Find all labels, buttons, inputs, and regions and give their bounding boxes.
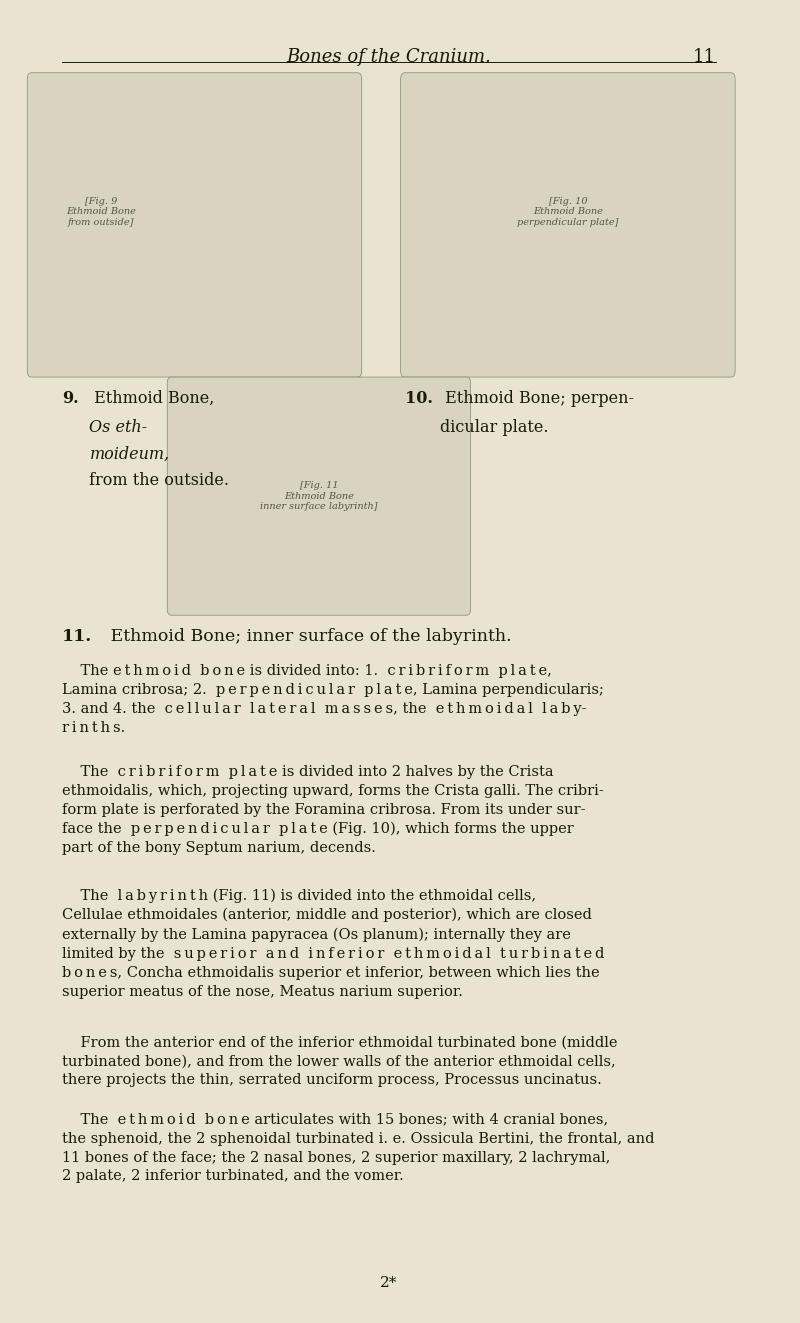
Text: Ethmoid Bone; inner surface of the labyrinth.: Ethmoid Bone; inner surface of the labyr…	[105, 628, 512, 646]
Text: Ethmoid Bone; perpen-: Ethmoid Bone; perpen-	[439, 390, 634, 407]
Text: dicular plate.: dicular plate.	[439, 419, 548, 437]
Text: Ethmoid Bone,: Ethmoid Bone,	[90, 390, 220, 407]
Text: moideum,: moideum,	[90, 446, 170, 463]
Text: The  e t h m o i d  b o n e articulates with 15 bones; with 4 cranial bones,
the: The e t h m o i d b o n e articulates wi…	[62, 1113, 654, 1184]
Text: [Fig. 11
Ethmoid Bone
inner surface labyrinth]: [Fig. 11 Ethmoid Bone inner surface laby…	[260, 482, 378, 511]
Text: [Fig. 9
Ethmoid Bone
from outside]: [Fig. 9 Ethmoid Bone from outside]	[66, 197, 136, 226]
Text: Bones of the Cranium.: Bones of the Cranium.	[286, 48, 491, 66]
Text: 10.: 10.	[405, 390, 432, 407]
Text: The  l a b y r i n t h (Fig. 11) is divided into the ethmoidal cells,
Cellulae e: The l a b y r i n t h (Fig. 11) is divid…	[62, 889, 605, 999]
Text: from the outside.: from the outside.	[90, 472, 230, 490]
Text: 9.: 9.	[62, 390, 79, 407]
FancyBboxPatch shape	[27, 73, 362, 377]
Text: From the anterior end of the inferior ethmoidal turbinated bone (middle
turbinat: From the anterior end of the inferior et…	[62, 1035, 618, 1088]
Text: 11.: 11.	[62, 628, 93, 646]
FancyBboxPatch shape	[167, 377, 470, 615]
Text: Os eth-: Os eth-	[90, 419, 147, 437]
Text: The e t h m o i d  b o n e is divided into: 1.  c r i b r i f o r m  p l a t e,
: The e t h m o i d b o n e is divided int…	[62, 664, 604, 736]
FancyBboxPatch shape	[401, 73, 735, 377]
Text: The  c r i b r i f o r m  p l a t e is divided into 2 halves by the Crista
ethmo: The c r i b r i f o r m p l a t e is div…	[62, 765, 604, 855]
Text: [Fig. 10
Ethmoid Bone
perpendicular plate]: [Fig. 10 Ethmoid Bone perpendicular plat…	[517, 197, 618, 226]
Text: 11: 11	[693, 48, 716, 66]
Text: 2*: 2*	[380, 1275, 398, 1290]
